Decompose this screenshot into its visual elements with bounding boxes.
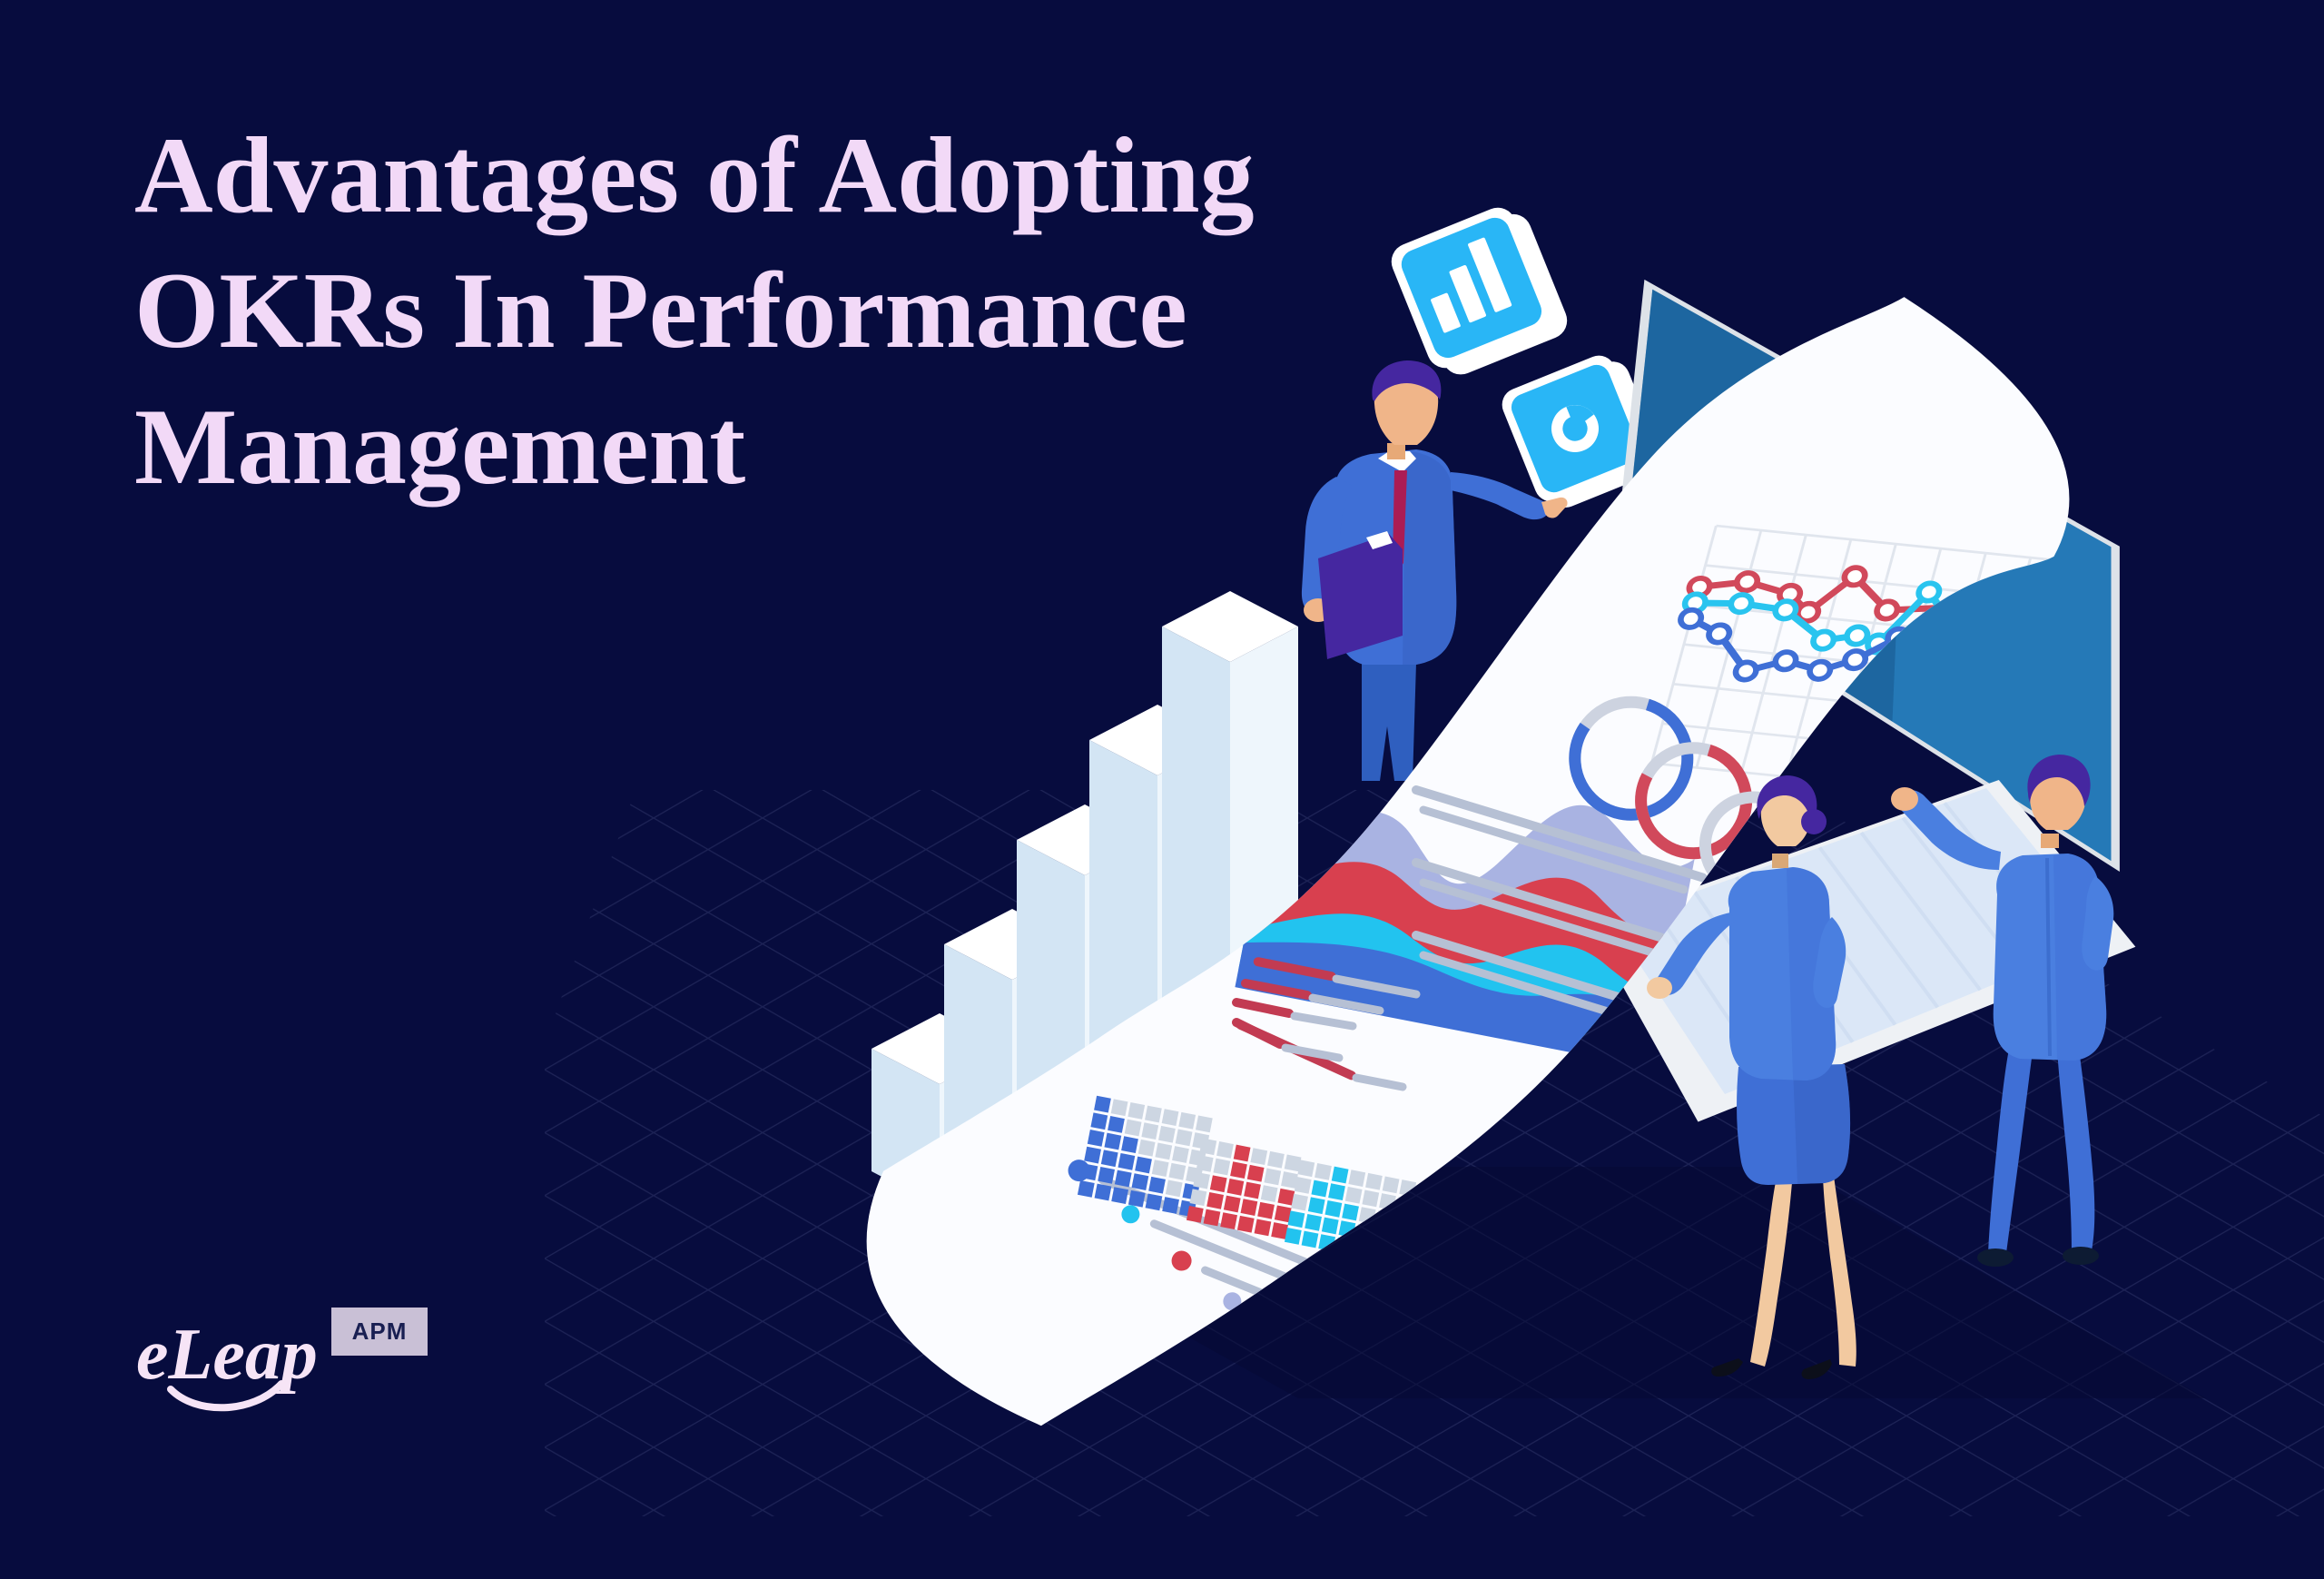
svg-text:eLeap: eLeap	[136, 1315, 318, 1395]
